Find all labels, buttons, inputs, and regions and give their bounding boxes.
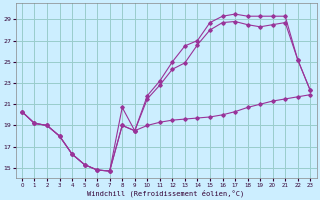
X-axis label: Windchill (Refroidissement éolien,°C): Windchill (Refroidissement éolien,°C) bbox=[87, 189, 245, 197]
